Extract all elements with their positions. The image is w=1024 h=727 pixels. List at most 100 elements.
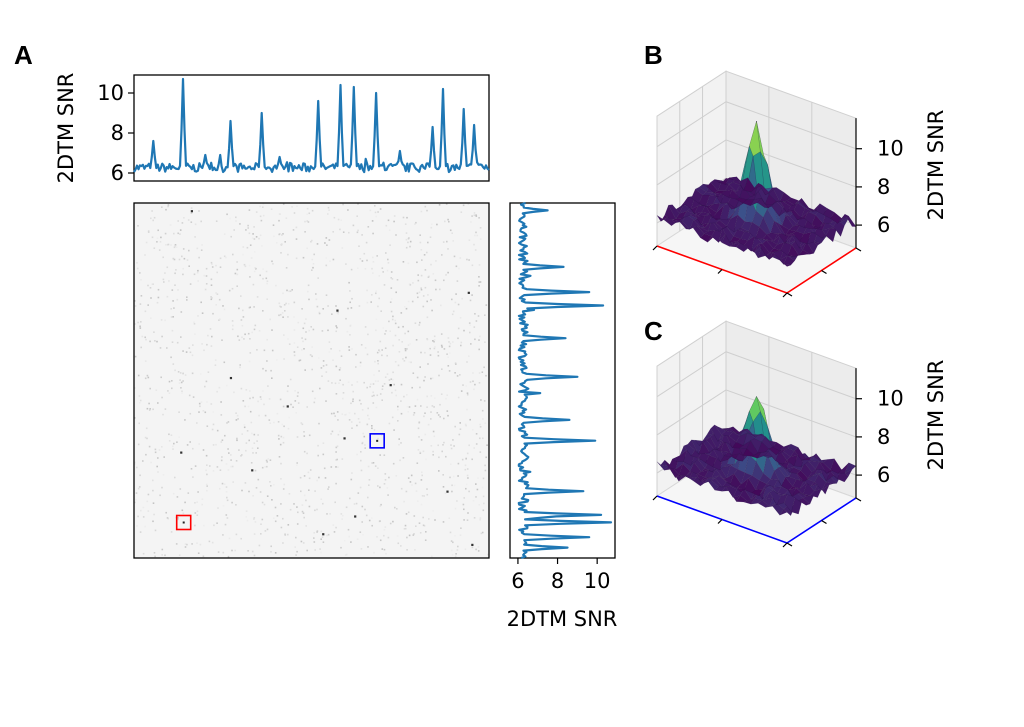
snr-map-noise-pixel <box>177 517 179 519</box>
snr-map-noise-pixel <box>460 341 463 344</box>
surface-x-tick <box>717 519 723 524</box>
snr-map-noise-pixel <box>335 466 337 468</box>
snr-map-noise-pixel <box>327 329 329 332</box>
snr-map-noise-pixel <box>297 511 299 514</box>
snr-map-noise-pixel <box>440 304 442 307</box>
snr-map-noise-pixel <box>478 339 480 341</box>
snr-map-noise-pixel <box>331 430 334 433</box>
snr-map-noise-pixel <box>292 406 294 408</box>
top-profile-ytick-label: 6 <box>111 161 124 185</box>
snr-map-noise-pixel <box>473 447 475 449</box>
snr-map-noise-pixel <box>347 528 350 531</box>
snr-map-noise-pixel <box>366 353 369 356</box>
snr-map-noise-pixel <box>372 391 374 394</box>
snr-map-noise-pixel <box>388 422 391 425</box>
snr-map-noise-pixel <box>257 478 260 481</box>
snr-map-noise-pixel <box>317 444 319 447</box>
snr-map-noise-pixel <box>285 302 287 305</box>
snr-map-noise-pixel <box>426 395 428 398</box>
side-profile-xtick-label: 8 <box>551 569 564 593</box>
snr-map-noise-pixel <box>394 319 396 322</box>
snr-map-noise-pixel <box>292 229 295 231</box>
snr-map-noise-pixel <box>336 445 339 448</box>
snr-map-noise-pixel <box>438 204 441 206</box>
snr-map-noise-pixel <box>448 341 450 343</box>
snr-map-noise-pixel <box>313 532 315 534</box>
snr-map-noise-pixel <box>165 208 167 211</box>
surface-patch <box>728 176 741 182</box>
snr-map-noise-pixel <box>416 261 418 264</box>
snr-map-noise-pixel <box>247 405 250 408</box>
snr-map-noise-pixel <box>373 551 375 554</box>
snr-map-noise-pixel <box>284 534 287 536</box>
snr-map-noise-pixel <box>194 333 196 335</box>
snr-map-noise-pixel <box>361 442 364 445</box>
snr-map-noise-pixel <box>226 422 228 424</box>
snr-map-noise-pixel <box>377 380 379 382</box>
snr-map-noise-pixel <box>206 425 209 427</box>
snr-map-noise-pixel <box>420 479 423 481</box>
snr-map-noise-pixel <box>135 498 137 501</box>
snr-map-noise-pixel <box>135 492 138 494</box>
snr-map-noise-pixel <box>174 272 176 275</box>
surface-y-tick <box>855 497 862 502</box>
snr-map-noise-pixel <box>287 524 290 526</box>
snr-map-noise-pixel <box>266 298 268 300</box>
snr-map-noise-pixel <box>406 216 408 219</box>
snr-map-noise-pixel <box>196 247 199 250</box>
snr-map-noise-pixel <box>484 341 486 343</box>
snr-map-noise-pixel <box>284 533 286 536</box>
snr-map-noise-pixel <box>464 468 467 471</box>
snr-map-noise-pixel <box>186 296 188 298</box>
snr-map-noise-pixel <box>371 395 374 397</box>
snr-map-noise-pixel <box>473 517 476 519</box>
snr-map-noise-pixel <box>395 291 397 294</box>
snr-map-noise-pixel <box>330 433 332 435</box>
snr-map-noise-pixel <box>221 339 223 341</box>
snr-map-noise-pixel <box>182 273 184 276</box>
snr-map-noise-pixel <box>161 486 163 489</box>
snr-map-noise-pixel <box>221 456 223 458</box>
snr-map-noise-pixel <box>161 206 163 208</box>
snr-map-noise-pixel <box>282 292 284 295</box>
snr-map-noise-pixel <box>350 307 353 309</box>
snr-map-noise-pixel <box>330 348 332 350</box>
snr-map-noise-pixel <box>306 207 309 210</box>
snr-map-noise-pixel <box>167 205 169 208</box>
snr-map-noise-pixel <box>393 220 395 223</box>
snr-map-noise-pixel <box>253 270 256 273</box>
surface-patch <box>750 182 763 193</box>
snr-map-noise-pixel <box>226 496 228 499</box>
snr-map-noise-pixel <box>383 548 386 551</box>
snr-map-noise-pixel <box>236 414 239 417</box>
snr-map-noise-pixel <box>255 487 258 489</box>
snr-map-noise-pixel <box>376 351 379 354</box>
snr-map-noise-pixel <box>182 350 184 352</box>
snr-map-noise-pixel <box>199 373 202 375</box>
snr-map-noise-pixel <box>152 502 155 504</box>
snr-map-noise-pixel <box>372 383 375 385</box>
snr-map-noise-pixel <box>403 500 405 503</box>
snr-map-noise-pixel <box>157 471 159 473</box>
snr-map-noise-pixel <box>210 261 213 264</box>
snr-map-noise-pixel <box>420 249 423 251</box>
surface-ztick-label: 8 <box>877 425 890 449</box>
snr-map-noise-pixel <box>390 298 393 300</box>
snr-map-noise-pixel <box>394 361 397 363</box>
snr-map-noise-pixel <box>322 365 325 367</box>
snr-map-noise-pixel <box>189 412 192 415</box>
snr-map-noise-pixel <box>145 427 148 430</box>
snr-map-noise-pixel <box>209 328 212 330</box>
snr-map-noise-pixel <box>367 465 370 468</box>
side-profile-xtick-label: 6 <box>511 569 524 593</box>
snr-map-noise-pixel <box>180 381 183 384</box>
snr-map-noise-pixel <box>381 399 383 401</box>
snr-map-noise-pixel <box>361 409 364 411</box>
snr-map-noise-pixel <box>367 407 369 410</box>
snr-map-noise-pixel <box>174 245 176 247</box>
snr-map-noise-pixel <box>459 534 462 536</box>
snr-map-noise-pixel <box>401 341 403 343</box>
snr-map-noise-pixel <box>348 346 350 348</box>
snr-map-noise-pixel <box>448 370 451 372</box>
snr-map-noise-pixel <box>349 334 351 336</box>
